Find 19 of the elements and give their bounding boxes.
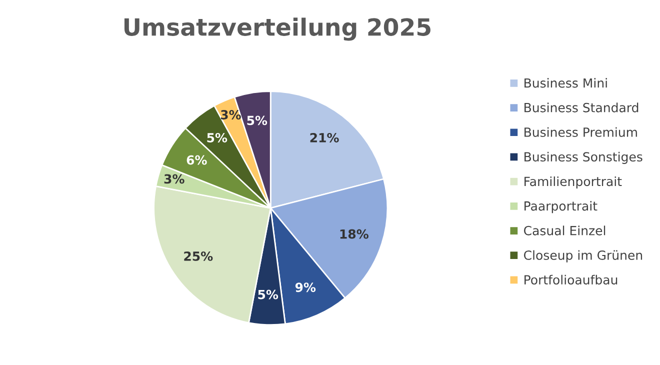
legend-label: Paarportrait	[524, 201, 598, 214]
legend-label: Casual Einzel	[524, 226, 606, 236]
chart-title: Umsatzverteilung 2025	[124, 18, 430, 41]
data-label: 21%	[310, 133, 339, 142]
legend-label: Business Sonstiges	[524, 152, 642, 164]
legend-label: Portfolioaufbau	[524, 274, 618, 285]
legend-label: Business Premium	[524, 127, 637, 137]
data-label: 6%	[186, 155, 207, 165]
legend-label: Closeup im Grünen	[524, 250, 642, 262]
data-label: 5%	[258, 290, 278, 300]
data-label: 5%	[247, 116, 268, 126]
legend-label: Business Mini	[524, 78, 607, 88]
legend-label: Familienportrait	[524, 176, 622, 189]
data-label: 3%	[164, 174, 184, 184]
legend-label: Business Standard	[524, 102, 638, 112]
data-label: 9%	[295, 282, 316, 292]
data-label: 18%	[340, 229, 368, 239]
data-label: 5%	[207, 133, 228, 142]
data-label: 25%	[184, 251, 213, 261]
